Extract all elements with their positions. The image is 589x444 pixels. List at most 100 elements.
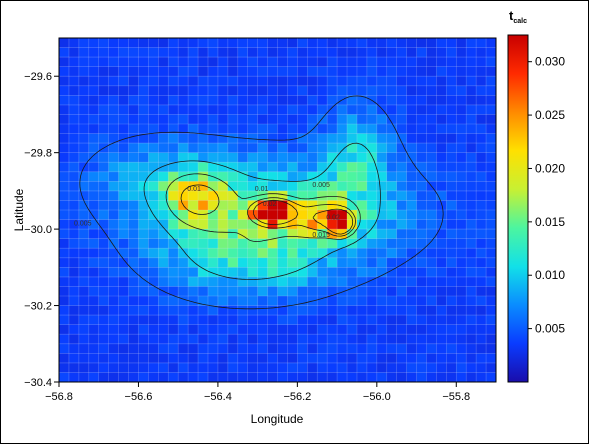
heatmap-cell [68, 219, 80, 230]
heatmap-cell [158, 85, 169, 96]
heatmap-cell [347, 267, 358, 278]
heatmap-cell [386, 248, 398, 259]
heatmap-cell [68, 248, 80, 259]
heatmap-cell [257, 162, 269, 173]
heatmap-cell [486, 257, 496, 268]
heatmap-cell [227, 38, 239, 49]
heatmap-cell [376, 229, 388, 240]
heatmap-cell [68, 190, 80, 202]
heatmap-cell [347, 57, 358, 68]
heatmap-cell [386, 114, 398, 125]
heatmap-cell [168, 104, 179, 116]
heatmap-cell [476, 76, 487, 87]
heatmap-cell [118, 114, 130, 125]
heatmap-cell [456, 143, 467, 154]
heatmap-cell [237, 152, 249, 163]
contour-line [180, 184, 356, 237]
heatmap-cell [486, 362, 496, 374]
heatmap-cell [237, 343, 249, 354]
heatmap-cell [297, 296, 308, 307]
heatmap-cell [267, 210, 279, 221]
heatmap-cell [466, 210, 477, 221]
heatmap-cell [327, 238, 338, 249]
heatmap-cell [347, 286, 358, 297]
heatmap-cell [436, 296, 447, 307]
heatmap-cell [188, 353, 199, 364]
heatmap-cell [416, 296, 428, 307]
heatmap-cell [78, 47, 90, 58]
heatmap-cell [108, 38, 120, 49]
heatmap-cell [207, 343, 219, 354]
heatmap-cell [207, 296, 219, 307]
heatmap-cell [376, 296, 388, 307]
heatmap-cell [227, 334, 239, 345]
heatmap-cell [366, 76, 378, 87]
heatmap-cell [138, 47, 149, 58]
heatmap-cell [138, 315, 149, 326]
heatmap-cell [476, 219, 487, 230]
heatmap-cell [297, 372, 308, 382]
heatmap-cell [376, 181, 388, 192]
heatmap-cell [466, 315, 477, 326]
heatmap-cell [386, 133, 398, 144]
heatmap-cell [287, 114, 298, 125]
heatmap-cell [456, 286, 467, 297]
plot-border [58, 37, 497, 383]
heatmap-cell [466, 276, 477, 288]
heatmap-cell [426, 286, 438, 297]
heatmap-cell [356, 38, 368, 49]
heatmap-cell [217, 334, 229, 345]
heatmap-cell [59, 104, 70, 116]
heatmap-cell [267, 171, 279, 182]
heatmap-cell [207, 57, 219, 68]
heatmap-cell [118, 362, 130, 374]
heatmap-cell [158, 257, 169, 268]
heatmap-cell [327, 104, 338, 116]
heatmap-cell [98, 324, 110, 335]
heatmap-cell [416, 181, 428, 192]
heatmap-cell [287, 200, 298, 211]
heatmap-cell [158, 362, 169, 374]
heatmap-cell [128, 362, 140, 374]
heatmap-cell [287, 296, 298, 307]
heatmap-cell [366, 334, 378, 345]
heatmap-cell [297, 181, 308, 192]
heatmap-cell [188, 171, 199, 182]
heatmap-cell [247, 181, 259, 192]
heatmap-cell [436, 210, 447, 221]
heatmap-cell [168, 238, 179, 249]
heatmap-cell [88, 114, 100, 125]
heatmap-cell [386, 372, 398, 382]
heatmap-cell [277, 315, 289, 326]
heatmap-cell [118, 248, 130, 259]
heatmap-cell [68, 200, 80, 211]
heatmap-cell [247, 57, 259, 68]
heatmap-cell [476, 353, 487, 364]
heatmap-cell [227, 267, 239, 278]
heatmap-cell [426, 66, 438, 77]
heatmap-cell [68, 334, 80, 345]
heatmap-cell [466, 133, 477, 144]
heatmap-cell [267, 38, 279, 49]
heatmap-cell [456, 171, 467, 182]
heatmap-cell [337, 124, 348, 135]
heatmap-cell [376, 343, 388, 354]
heatmap-cell [138, 171, 149, 182]
heatmap-cell [376, 152, 388, 163]
heatmap-cell [207, 66, 219, 77]
heatmap-cell [356, 362, 368, 374]
heatmap-cell [178, 162, 189, 173]
heatmap-cell [267, 353, 279, 364]
heatmap-cell [98, 47, 110, 58]
heatmap-cell [317, 219, 328, 230]
heatmap-cell [277, 219, 289, 230]
heatmap-cell [88, 362, 100, 374]
heatmap-cell [227, 200, 239, 211]
heatmap-cell [237, 200, 249, 211]
heatmap-cell [198, 190, 209, 202]
heatmap-cell [466, 190, 477, 202]
heatmap-cell [267, 324, 279, 335]
heatmap-cell [59, 362, 70, 374]
heatmap-cell [237, 162, 249, 173]
heatmap-cell [247, 276, 259, 288]
